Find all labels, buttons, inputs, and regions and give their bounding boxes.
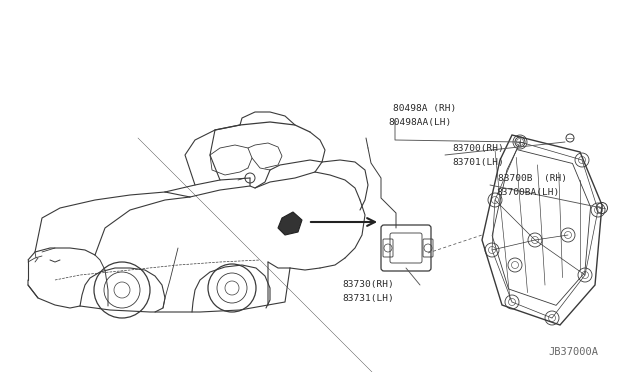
Polygon shape (278, 212, 302, 235)
Text: 80498A (RH): 80498A (RH) (393, 103, 456, 112)
Text: JB37000A: JB37000A (548, 347, 598, 357)
Text: 83700BA(LH): 83700BA(LH) (496, 187, 559, 196)
Text: 83701(LH): 83701(LH) (452, 157, 504, 167)
Text: 83730(RH): 83730(RH) (342, 280, 394, 289)
Text: 83700(RH): 83700(RH) (452, 144, 504, 153)
Text: 80498AA(LH): 80498AA(LH) (388, 118, 451, 126)
Text: 83700B  (RH): 83700B (RH) (498, 173, 567, 183)
Text: 83731(LH): 83731(LH) (342, 295, 394, 304)
